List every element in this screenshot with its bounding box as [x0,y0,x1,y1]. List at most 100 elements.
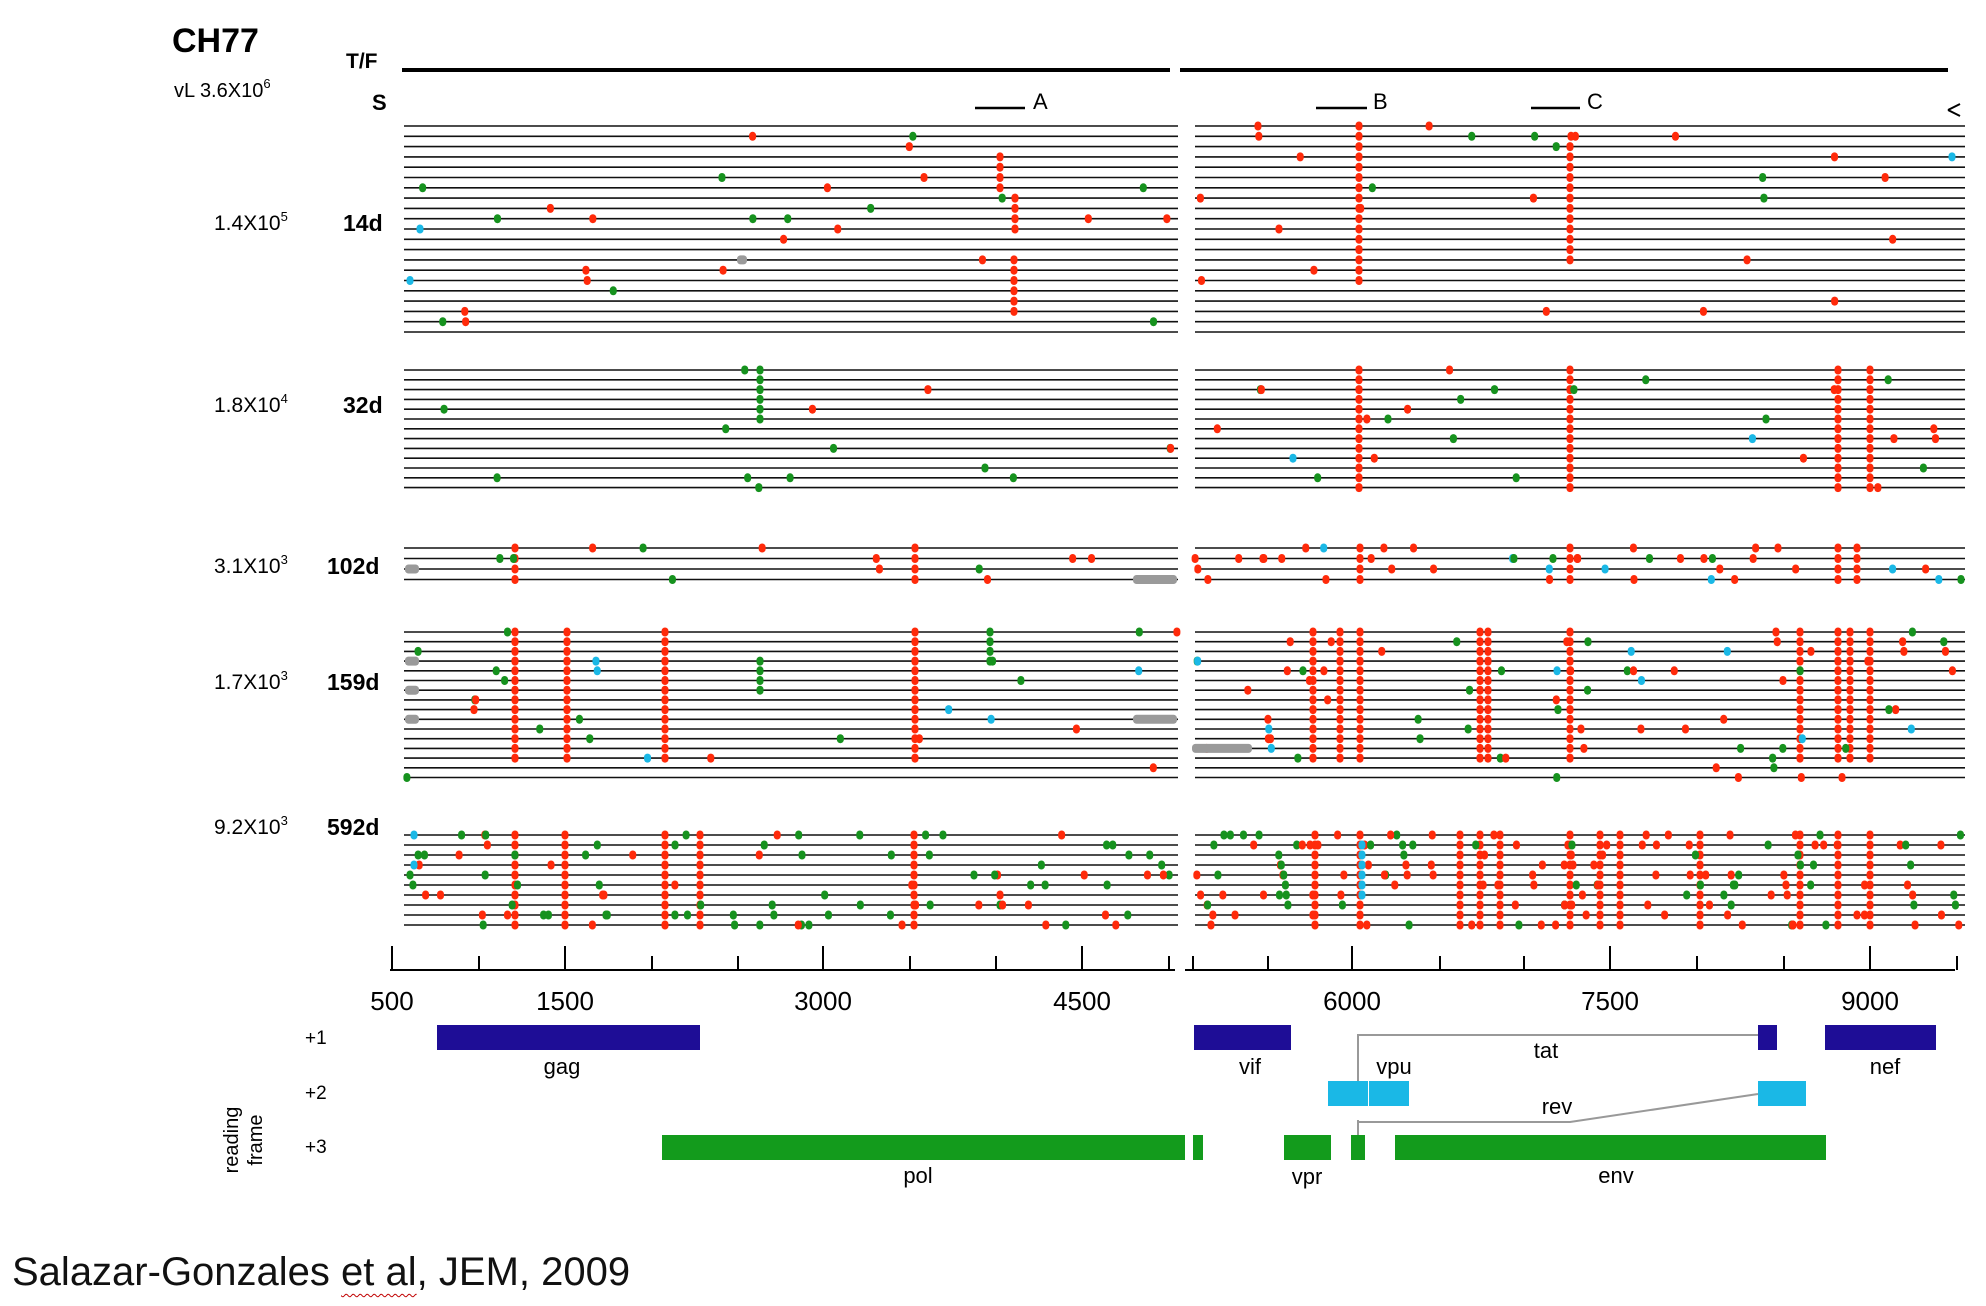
mutation-marker [821,890,829,900]
mutation-marker [563,743,571,753]
mutation-marker [1017,676,1025,685]
mutation-marker [1355,193,1363,203]
mutation-marker [1476,714,1484,724]
mutation-marker [1638,840,1646,850]
mutation-marker [996,890,1004,900]
mutation-marker [1834,830,1842,840]
mutation-marker [1072,724,1080,734]
mutation-marker [1900,646,1908,656]
mutation-marker [582,265,590,275]
mutation-marker [1554,705,1562,715]
mutation-marker [1696,920,1704,930]
mutation-marker [1476,920,1484,930]
mutation-marker [1822,920,1830,930]
gene-vpr-label: vpr [1292,1164,1323,1189]
mutation-marker [1139,183,1147,193]
mutation-marker [970,870,978,880]
mutation-marker [1552,695,1560,705]
mutation-marker [1838,773,1846,782]
mutation-marker [1796,646,1804,656]
mutation-marker [696,890,704,900]
mutation-marker [410,830,418,840]
mutation-marker [1584,685,1592,695]
mutation-marker [1399,840,1407,850]
mutation-marker [1476,860,1484,870]
mutation-marker [999,900,1007,910]
mutation-marker [661,910,669,920]
mutation-marker [911,695,919,705]
mutation-marker [661,880,669,890]
mutation-marker [794,920,802,930]
mutation-marker [1058,830,1066,840]
mutation-marker [1596,870,1604,880]
mutation-marker [1311,900,1319,910]
mutation-marker [1846,753,1854,763]
mutation-marker [563,656,571,666]
mutation-marker [697,900,705,910]
mutation-marker [1405,920,1413,930]
mutation-marker [1796,880,1804,890]
mutation-marker [1596,920,1604,930]
mutation-marker [1902,840,1910,850]
mutation-marker [1496,920,1504,930]
mutation-marker [1866,646,1874,656]
mutation-marker [1566,554,1574,563]
mutation-marker [1456,830,1464,840]
mutation-marker [1309,890,1317,900]
gene-vpu-bar [1369,1081,1409,1106]
mutation-marker [1356,900,1364,910]
mutation-marker [1309,753,1317,763]
mutation-marker [1834,920,1842,930]
mutation-marker [1355,394,1363,404]
mutation-marker [1355,443,1363,453]
mutation-marker [1327,637,1335,647]
mutation-marker [1235,554,1243,563]
mutation-marker [1356,910,1364,920]
mutation-marker [770,910,778,920]
mutation-marker [422,890,430,900]
mutation-marker [786,473,794,483]
mutation-marker [1193,870,1201,880]
mutation-marker [1355,131,1363,141]
mutation-marker [1356,676,1364,685]
mutation-marker [1041,880,1049,890]
mutation-marker [1770,763,1778,773]
mutation-marker [1646,554,1654,563]
mutation-marker [1860,910,1868,920]
mutation-marker [1834,646,1842,656]
mutation-marker [1355,414,1363,424]
mutation-marker [547,860,555,870]
mutation-marker [1293,840,1301,850]
mutation-marker [1796,637,1804,647]
mutation-marker [1476,753,1484,763]
mutation-marker [1311,870,1319,880]
mutation-marker [1196,193,1204,203]
mutation-marker [1596,890,1604,900]
mutation-marker [1749,554,1757,563]
mutation-marker [1796,627,1804,637]
mutation-marker [561,850,569,860]
mutation-marker [1356,543,1364,553]
mutation-marker [1834,483,1842,493]
gene-tat-exon1-bar [1351,1135,1365,1160]
mutation-marker [470,705,478,715]
axis-tick-label: 7500 [1581,986,1639,1016]
mutation-marker [798,850,806,860]
mutation-marker [1834,880,1842,890]
mutation-marker [1769,753,1777,763]
mutation-marker [405,564,419,574]
mutation-marker [1546,575,1554,584]
mutation-marker [908,880,916,890]
mutation-marker [1866,676,1874,685]
mutation-marker [1355,375,1363,385]
initial-viral-load: vL 3.6X106 [174,76,271,102]
mutation-marker [756,685,764,695]
genome-axis: 500 1500 3000 4500 6000 7500 9000 [370,946,1958,1016]
mutation-marker [1404,404,1412,414]
mutation-marker [1846,666,1854,676]
mutation-marker [511,695,519,705]
timepoint-vl-159d: 1.7X103 [214,668,288,694]
mutation-marker [1866,685,1874,695]
mutation-marker [696,880,704,890]
mutation-marker [511,870,519,880]
